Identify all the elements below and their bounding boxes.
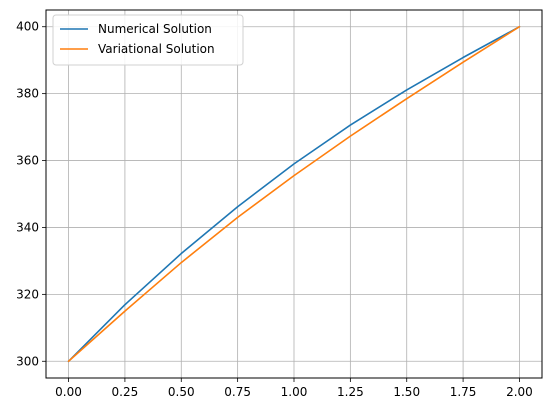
x-axis: 0.00 0.25 0.50 0.75 1.00 1.25 1.50 1.75 2.00 — [55, 378, 533, 399]
y-tick-label: 300 — [16, 354, 39, 368]
legend: Numerical Solution Variational Solution — [52, 14, 244, 66]
x-tick-label: 1.00 — [281, 385, 308, 399]
x-tick-label: 0.75 — [224, 385, 251, 399]
x-tick-label: 2.00 — [506, 385, 533, 399]
x-tick-label: 1.25 — [337, 385, 364, 399]
y-tick-label: 360 — [16, 154, 39, 168]
y-tick-label: 320 — [16, 287, 39, 301]
x-tick-label: 1.75 — [450, 385, 477, 399]
y-axis: 300 320 340 360 380 400 — [16, 20, 46, 368]
y-tick-label: 400 — [16, 20, 39, 34]
legend-box — [52, 14, 244, 66]
y-tick-label: 380 — [16, 87, 39, 101]
series-line-variational — [67, 25, 521, 363]
legend-label-variational: Variational Solution — [98, 42, 215, 56]
series-layer — [67, 25, 521, 363]
series-line-numerical — [67, 25, 521, 363]
legend-label-numerical: Numerical Solution — [98, 22, 212, 36]
x-tick-label: 1.50 — [393, 385, 420, 399]
x-tick-label: 0.50 — [168, 385, 195, 399]
x-tick-label: 0.25 — [112, 385, 139, 399]
y-tick-label: 340 — [16, 220, 39, 234]
grid — [46, 10, 542, 378]
x-tick-label: 0.00 — [55, 385, 82, 399]
